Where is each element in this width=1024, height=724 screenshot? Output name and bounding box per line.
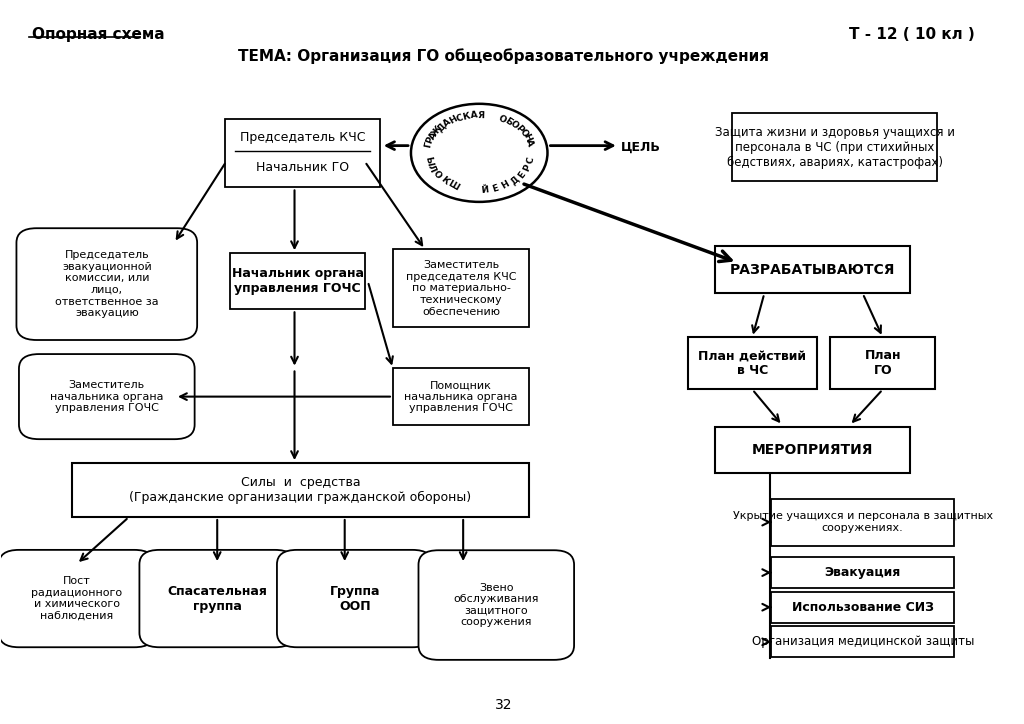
Text: Я: Я — [477, 111, 484, 120]
Text: ЦЕЛЬ: ЦЕЛЬ — [621, 140, 660, 153]
FancyBboxPatch shape — [393, 250, 529, 327]
Text: Г: Г — [423, 141, 433, 149]
Text: Е: Е — [492, 183, 500, 194]
Text: Ж: Ж — [430, 124, 443, 138]
FancyBboxPatch shape — [715, 246, 910, 293]
FancyBboxPatch shape — [16, 228, 198, 340]
Text: Р: Р — [514, 123, 524, 134]
Text: План
ГО: План ГО — [864, 350, 901, 377]
Text: Заместитель
председателя КЧС
по материально-
техническому
обеспечению: Заместитель председателя КЧС по материал… — [406, 260, 516, 316]
FancyBboxPatch shape — [72, 463, 529, 518]
Text: Б: Б — [503, 116, 514, 127]
Text: Председатель КЧС

Начальник ГО: Председатель КЧС Начальник ГО — [240, 131, 366, 174]
Text: Н: Н — [500, 180, 511, 191]
Text: А: А — [427, 130, 438, 140]
Text: Д: Д — [508, 174, 520, 187]
Text: Председатель
эвакуационной
комиссии, или
лицо,
ответственное за
эвакуацию: Председатель эвакуационной комиссии, или… — [55, 250, 159, 318]
FancyBboxPatch shape — [732, 113, 938, 181]
FancyBboxPatch shape — [276, 550, 432, 647]
FancyBboxPatch shape — [229, 253, 366, 309]
FancyBboxPatch shape — [224, 119, 380, 187]
Text: Защита жизни и здоровья учащихся и
персонала в ЧС (при стихийных
бедствиях, авар: Защита жизни и здоровья учащихся и персо… — [715, 125, 954, 169]
Text: РАЗРАБАТЫВАЮТСЯ: РАЗРАБАТЫВАЮТСЯ — [730, 263, 895, 277]
Text: Укрытие учащихся и персонала в защитных
сооружениях.: Укрытие учащихся и персонала в защитных … — [732, 511, 992, 533]
FancyBboxPatch shape — [771, 592, 954, 623]
Text: Использование СИЗ: Использование СИЗ — [792, 601, 934, 614]
Text: А: А — [441, 117, 453, 129]
FancyBboxPatch shape — [688, 337, 816, 390]
Text: А: А — [524, 138, 535, 147]
Text: Е: Е — [516, 169, 527, 180]
Text: О: О — [508, 119, 520, 131]
Text: Ш: Ш — [446, 179, 460, 192]
Text: План действий
в ЧС: План действий в ЧС — [698, 350, 806, 377]
Text: Организация медицинской защиты: Организация медицинской защиты — [752, 636, 974, 648]
Text: Н: Н — [521, 132, 532, 143]
Text: Заместитель
начальника органа
управления ГОЧС: Заместитель начальника органа управления… — [50, 380, 164, 413]
Text: Группа
ООП: Группа ООП — [330, 584, 380, 613]
FancyBboxPatch shape — [393, 369, 529, 425]
Text: Опорная схема: Опорная схема — [32, 27, 164, 42]
Text: Н: Н — [447, 114, 459, 126]
Text: О: О — [517, 127, 529, 138]
Text: Силы  и  средства
(Гражданские организации гражданской обороны): Силы и средства (Гражданские организации… — [129, 476, 472, 505]
FancyBboxPatch shape — [0, 550, 155, 647]
Text: Помощник
начальника органа
управления ГОЧС: Помощник начальника органа управления ГО… — [404, 380, 518, 413]
Text: Т - 12 ( 10 кл ): Т - 12 ( 10 кл ) — [849, 27, 975, 42]
Text: Эвакуация: Эвакуация — [824, 566, 901, 579]
FancyBboxPatch shape — [830, 337, 936, 390]
Text: С: С — [525, 156, 536, 165]
FancyBboxPatch shape — [771, 626, 954, 657]
Text: Д: Д — [435, 121, 447, 132]
Text: Й: Й — [480, 185, 488, 195]
Text: К: К — [462, 111, 471, 122]
Text: Ы: Ы — [423, 155, 433, 167]
FancyBboxPatch shape — [419, 550, 574, 660]
Text: А: А — [470, 111, 478, 120]
Text: МЕРОПРИЯТИЯ: МЕРОПРИЯТИЯ — [752, 443, 873, 457]
Text: О: О — [497, 114, 508, 125]
Text: Начальник органа
управления ГОЧС: Начальник органа управления ГОЧС — [231, 267, 364, 295]
Text: Р: Р — [425, 135, 435, 145]
Text: С: С — [455, 113, 465, 124]
Text: О: О — [431, 169, 443, 181]
Text: Л: Л — [426, 163, 437, 173]
FancyBboxPatch shape — [19, 354, 195, 439]
Text: Звено
обслуживания
защитного
сооружения: Звено обслуживания защитного сооружения — [454, 583, 539, 628]
Text: К: К — [438, 175, 450, 187]
FancyBboxPatch shape — [771, 499, 954, 546]
Text: Пост
радиационного
и химического
наблюдения: Пост радиационного и химического наблюде… — [31, 576, 122, 621]
Text: Р: Р — [521, 163, 532, 173]
Text: ТЕМА: Организация ГО общеобразовательного учреждения: ТЕМА: Организация ГО общеобразовательног… — [238, 49, 769, 64]
Text: Спасательная
группа: Спасательная группа — [167, 584, 267, 613]
FancyBboxPatch shape — [139, 550, 295, 647]
Text: 32: 32 — [495, 698, 512, 712]
FancyBboxPatch shape — [715, 426, 910, 473]
FancyBboxPatch shape — [771, 557, 954, 588]
